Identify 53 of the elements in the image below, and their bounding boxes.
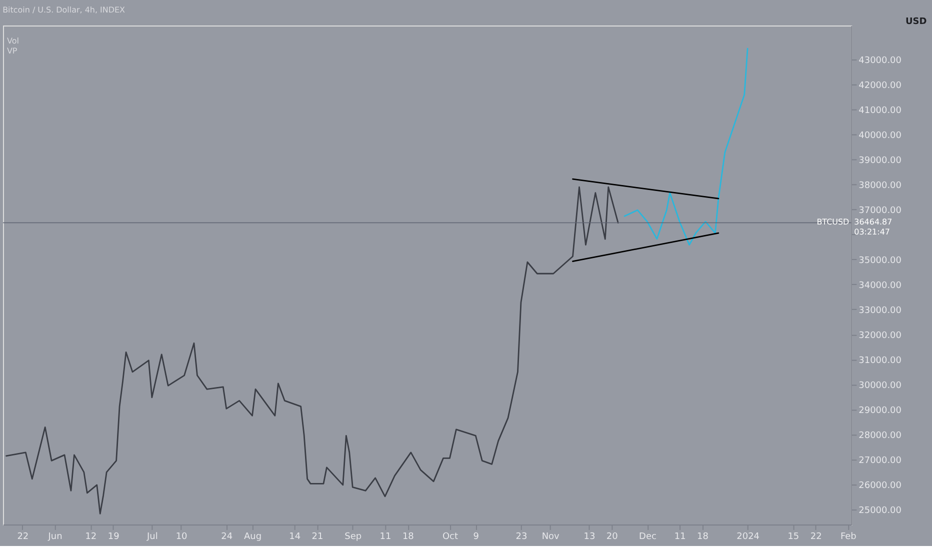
y-tick-label: 25000.00: [858, 506, 902, 516]
y-axis-title: USD: [906, 17, 927, 28]
line-series: [6, 186, 619, 514]
x-tick-label: 13: [584, 532, 596, 542]
x-tick-label: 24: [221, 532, 233, 542]
y-tick-label: 43000.00: [858, 56, 902, 66]
y-tick-label: 29000.00: [858, 406, 902, 416]
annotation: VP: [6, 46, 18, 56]
x-tick-label: 15: [788, 532, 800, 542]
x-tick-label: 11: [380, 532, 392, 542]
y-tick-label: 38000.00: [858, 180, 902, 191]
x-tick-label: Nov: [542, 532, 560, 542]
x-tick-label: 11: [674, 532, 686, 542]
x-tick-label: 10: [176, 532, 188, 542]
x-tick-label: Feb: [840, 532, 857, 542]
x-tick-label: Sep: [344, 532, 362, 542]
y-tick-label: 40000.00: [858, 130, 902, 141]
x-tick-label: 20: [606, 532, 618, 542]
line-series: [624, 48, 748, 246]
x-tick-label: 22: [810, 532, 822, 542]
x-tick-label: Jul: [146, 532, 158, 542]
x-tick-label: 19: [108, 532, 120, 542]
x-tick-label: 14: [289, 532, 301, 542]
text: 03:21:47: [854, 228, 890, 237]
x-tick-label: 18: [402, 532, 414, 542]
y-tick-label: 35000.00: [858, 256, 902, 266]
y-tick-label: 34000.00: [858, 280, 902, 291]
x-tick-label: 12: [85, 532, 97, 542]
y-tick-label: 33000.00: [858, 306, 902, 316]
x-tick-label: Aug: [244, 532, 262, 542]
ref-line-label: BTCUSD: [816, 218, 850, 227]
y-tick-label: 41000.00: [858, 106, 902, 116]
y-tick-label: 39000.00: [858, 156, 902, 166]
annotation: Vol: [6, 36, 19, 46]
y-tick-label: 26000.00: [858, 480, 902, 491]
y-tick-label: 32000.00: [858, 330, 902, 341]
x-tick-label: 22: [17, 532, 29, 542]
chart-title: Bitcoin / U.S. Dollar, 4h, INDEX: [2, 6, 126, 15]
x-tick-label: 9: [473, 532, 480, 542]
text: 36464.87: [854, 218, 892, 227]
x-tick-label: Oct: [442, 532, 458, 542]
x-tick-label: Jun: [47, 532, 62, 542]
x-tick-label: 23: [516, 532, 528, 542]
y-tick-label: 31000.00: [858, 356, 902, 366]
y-tick-label: 42000.00: [858, 80, 902, 91]
y-tick-label: 37000.00: [858, 206, 902, 216]
x-tick-label: 18: [697, 532, 709, 542]
x-tick-label: 21: [312, 532, 324, 542]
y-tick-label: 28000.00: [858, 430, 902, 441]
y-tick-label: 27000.00: [858, 456, 902, 466]
x-tick-label: Dec: [639, 532, 656, 542]
x-tick-label: 2024: [736, 532, 760, 542]
y-tick-label: 30000.00: [858, 380, 902, 391]
